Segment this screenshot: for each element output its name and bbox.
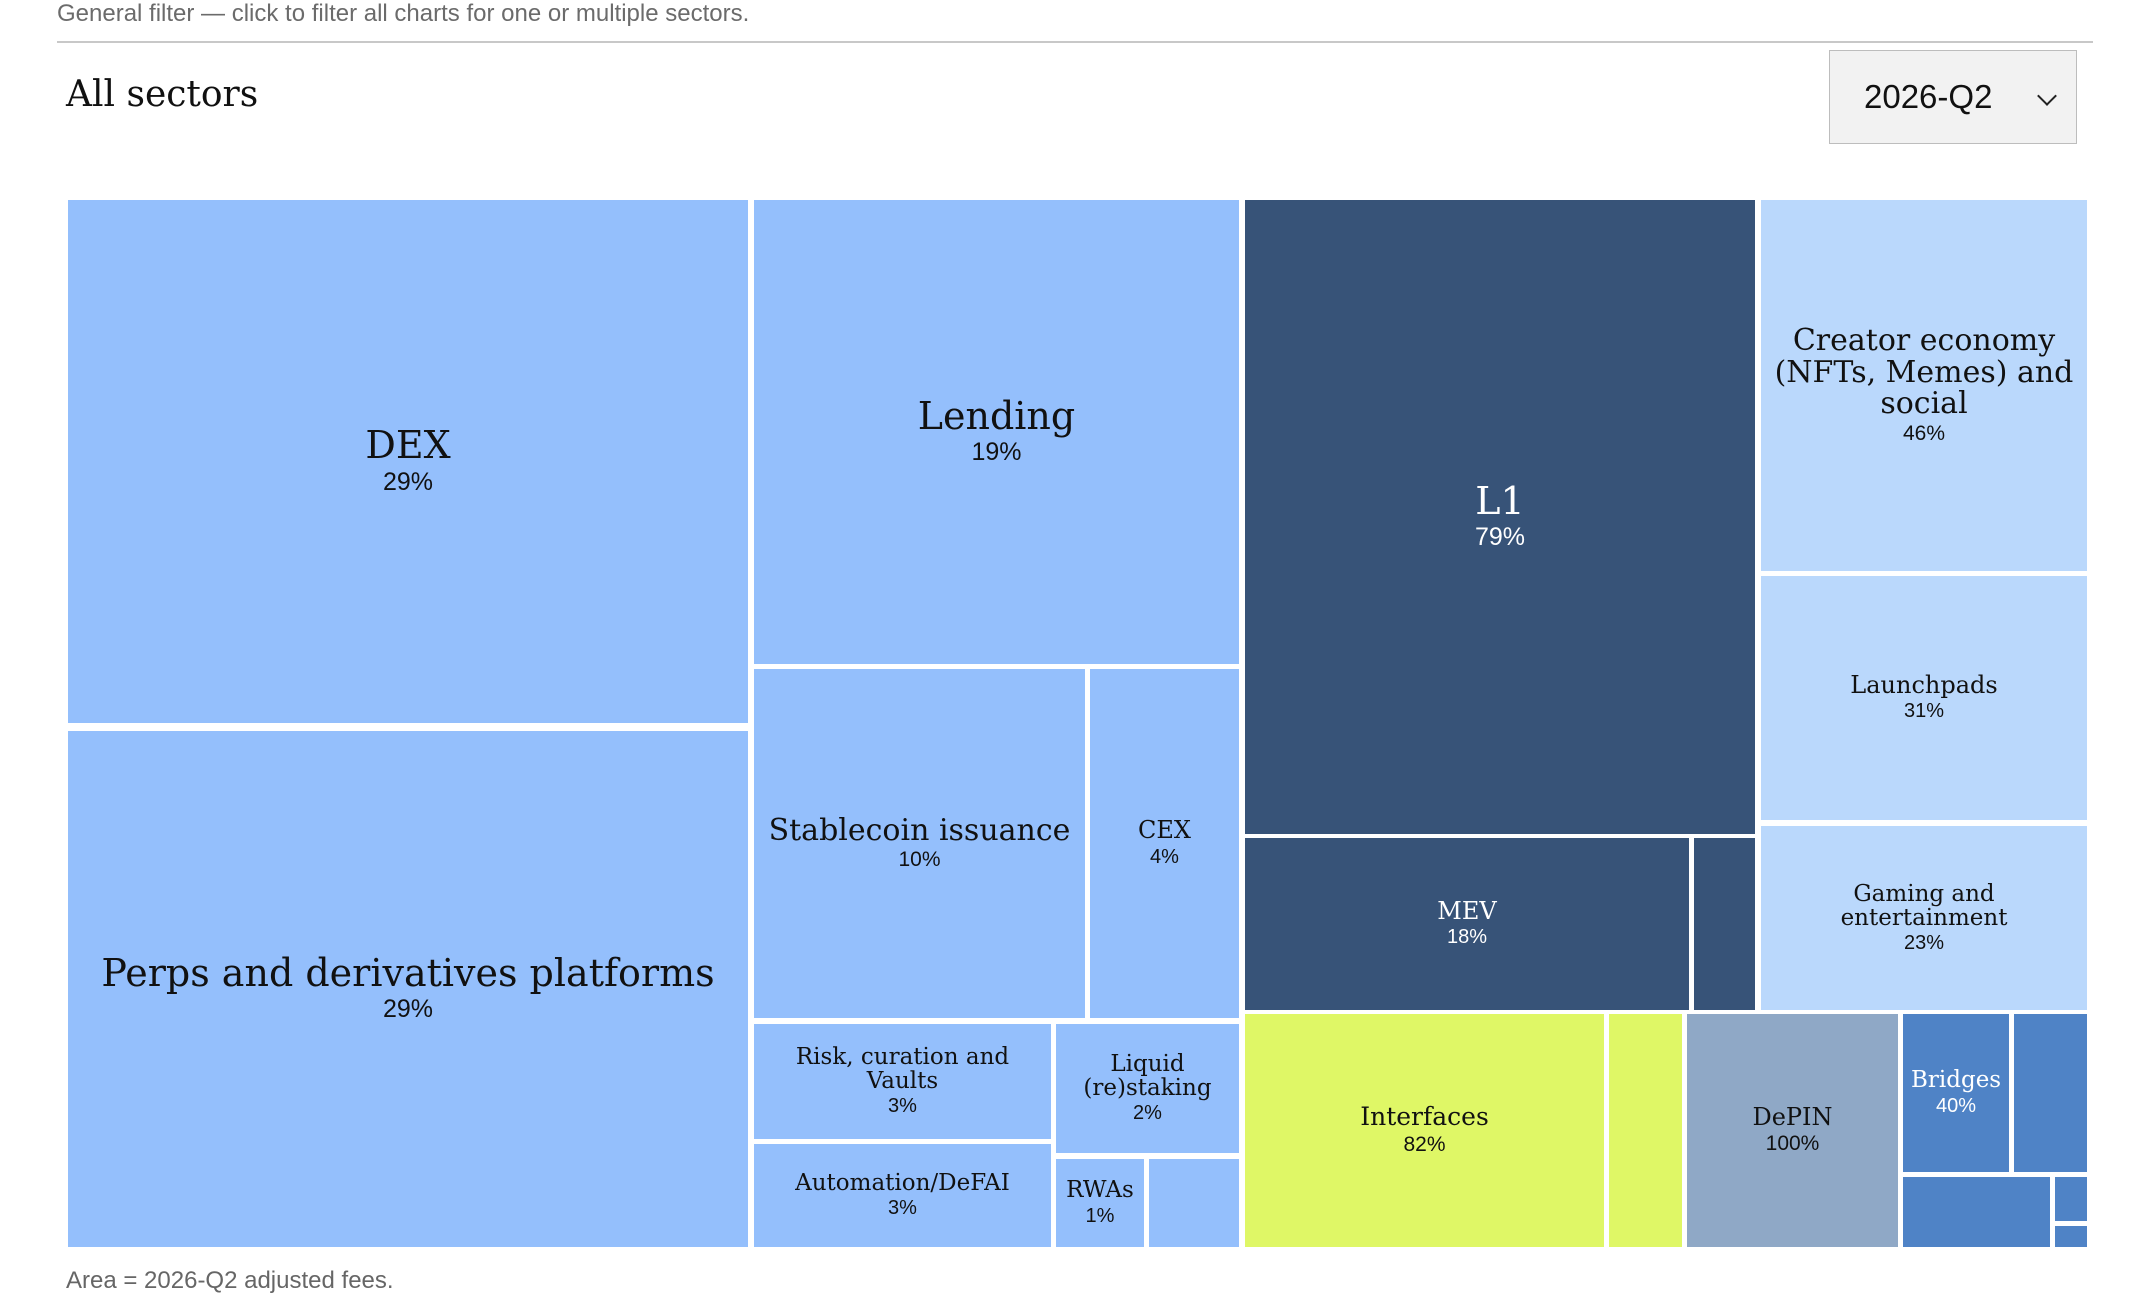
- treemap-tile-bridges[interactable]: Bridges 40%: [1899, 1010, 2013, 1176]
- tile-label: DePIN: [1752, 1102, 1833, 1131]
- tile-label: Perps and derivatives platforms: [101, 950, 715, 995]
- tile-percent: 1%: [1085, 1204, 1115, 1227]
- tile-percent: 82%: [1403, 1132, 1446, 1156]
- tile-percent: 40%: [1935, 1094, 1977, 1117]
- chevron-down-icon: [2037, 86, 2057, 106]
- treemap-tile-interfaces[interactable]: Interfaces 82%: [1241, 1010, 1608, 1251]
- tile-percent: 10%: [898, 848, 941, 872]
- treemap-tile-automation-defai[interactable]: Automation/DeFAI 3%: [750, 1140, 1055, 1251]
- tile-percent: 19%: [971, 438, 1022, 467]
- treemap-tile-mev[interactable]: MEV 18%: [1241, 834, 1693, 1014]
- sector-heading: All sectors: [66, 74, 259, 115]
- tile-label: Creator economy (NFTs, Memes) and social: [1774, 323, 2074, 422]
- treemap-tile-creator-economy-nfts-memes-and-social[interactable]: Creator economy (NFTs, Memes) and social…: [1757, 196, 2091, 575]
- treemap-tile-launchpads[interactable]: Launchpads 31%: [1757, 572, 2091, 824]
- treemap-tile-cex[interactable]: CEX 4%: [1086, 665, 1243, 1022]
- treemap-tile-depin[interactable]: DePIN 100%: [1683, 1010, 1902, 1251]
- tile-percent: 29%: [382, 467, 434, 496]
- tile-label: Risk, curation and Vaults: [795, 1043, 1010, 1094]
- tile-percent: 31%: [1903, 700, 1945, 723]
- area-footnote: Area = 2026-Q2 adjusted fees.: [66, 1267, 394, 1294]
- tile-label: Liquid (re)staking: [1083, 1050, 1212, 1101]
- treemap-tile-risk-curation-and-vaults[interactable]: Risk, curation and Vaults 3%: [750, 1020, 1055, 1143]
- tile-label: Gaming and entertainment: [1840, 880, 2008, 931]
- treemap-tile-unlabeled[interactable]: [1145, 1155, 1243, 1251]
- tile-label: Lending: [917, 393, 1076, 438]
- tile-percent: 4%: [1150, 845, 1179, 868]
- treemap-tile-liquid-re-staking[interactable]: Liquid (re)staking 2%: [1052, 1020, 1243, 1157]
- treemap-tile-unlabeled[interactable]: [2051, 1173, 2091, 1225]
- tile-percent: 2%: [1133, 1102, 1162, 1125]
- tile-label: MEV: [1437, 896, 1497, 925]
- tile-label: DEX: [365, 423, 451, 468]
- tile-percent: 3%: [888, 1197, 917, 1220]
- tile-label: RWAs: [1066, 1177, 1134, 1204]
- tile-percent: 79%: [1474, 523, 1526, 552]
- tile-label: Launchpads: [1850, 670, 1998, 699]
- tile-label: Interfaces: [1360, 1102, 1489, 1132]
- filter-instructions: General filter — click to filter all cha…: [57, 0, 750, 27]
- tile-label: L1: [1475, 478, 1525, 523]
- treemap-tile-gaming-and-entertainment[interactable]: Gaming and entertainment 23%: [1757, 822, 2091, 1015]
- treemap-tile-unlabeled[interactable]: [1605, 1010, 1686, 1251]
- treemap-tile-l1[interactable]: L1 79%: [1241, 196, 1759, 838]
- treemap-tile-unlabeled[interactable]: [2010, 1010, 2091, 1176]
- treemap-tile-lending[interactable]: Lending 19%: [750, 196, 1243, 668]
- tile-percent: 100%: [1765, 1132, 1820, 1156]
- treemap-tile-unlabeled[interactable]: [1899, 1173, 2054, 1251]
- tile-label: Automation/DeFAI: [795, 1169, 1010, 1196]
- treemap-tile-perps-and-derivatives-platforms[interactable]: Perps and derivatives platforms 29%: [64, 727, 752, 1251]
- tile-label: Bridges: [1911, 1067, 2002, 1094]
- treemap-tile-dex[interactable]: DEX 29%: [64, 196, 752, 727]
- tile-percent: 46%: [1902, 421, 1946, 445]
- tile-percent: 3%: [888, 1095, 917, 1118]
- period-select-value: 2026-Q2: [1864, 78, 1993, 115]
- period-select[interactable]: 2026-Q2: [1829, 50, 2077, 144]
- tile-label: Stablecoin issuance: [768, 812, 1071, 848]
- treemap-tile-rwas[interactable]: RWAs 1%: [1052, 1155, 1148, 1251]
- tile-label: CEX: [1138, 816, 1191, 845]
- header-divider: [57, 41, 2093, 43]
- tile-percent: 23%: [1903, 932, 1945, 955]
- tile-percent: 18%: [1446, 926, 1488, 949]
- treemap-tile-stablecoin-issuance[interactable]: Stablecoin issuance 10%: [750, 665, 1089, 1022]
- treemap-tile-unlabeled[interactable]: [1690, 834, 1759, 1014]
- tile-percent: 29%: [382, 995, 434, 1024]
- treemap-tile-unlabeled[interactable]: [2051, 1222, 2091, 1251]
